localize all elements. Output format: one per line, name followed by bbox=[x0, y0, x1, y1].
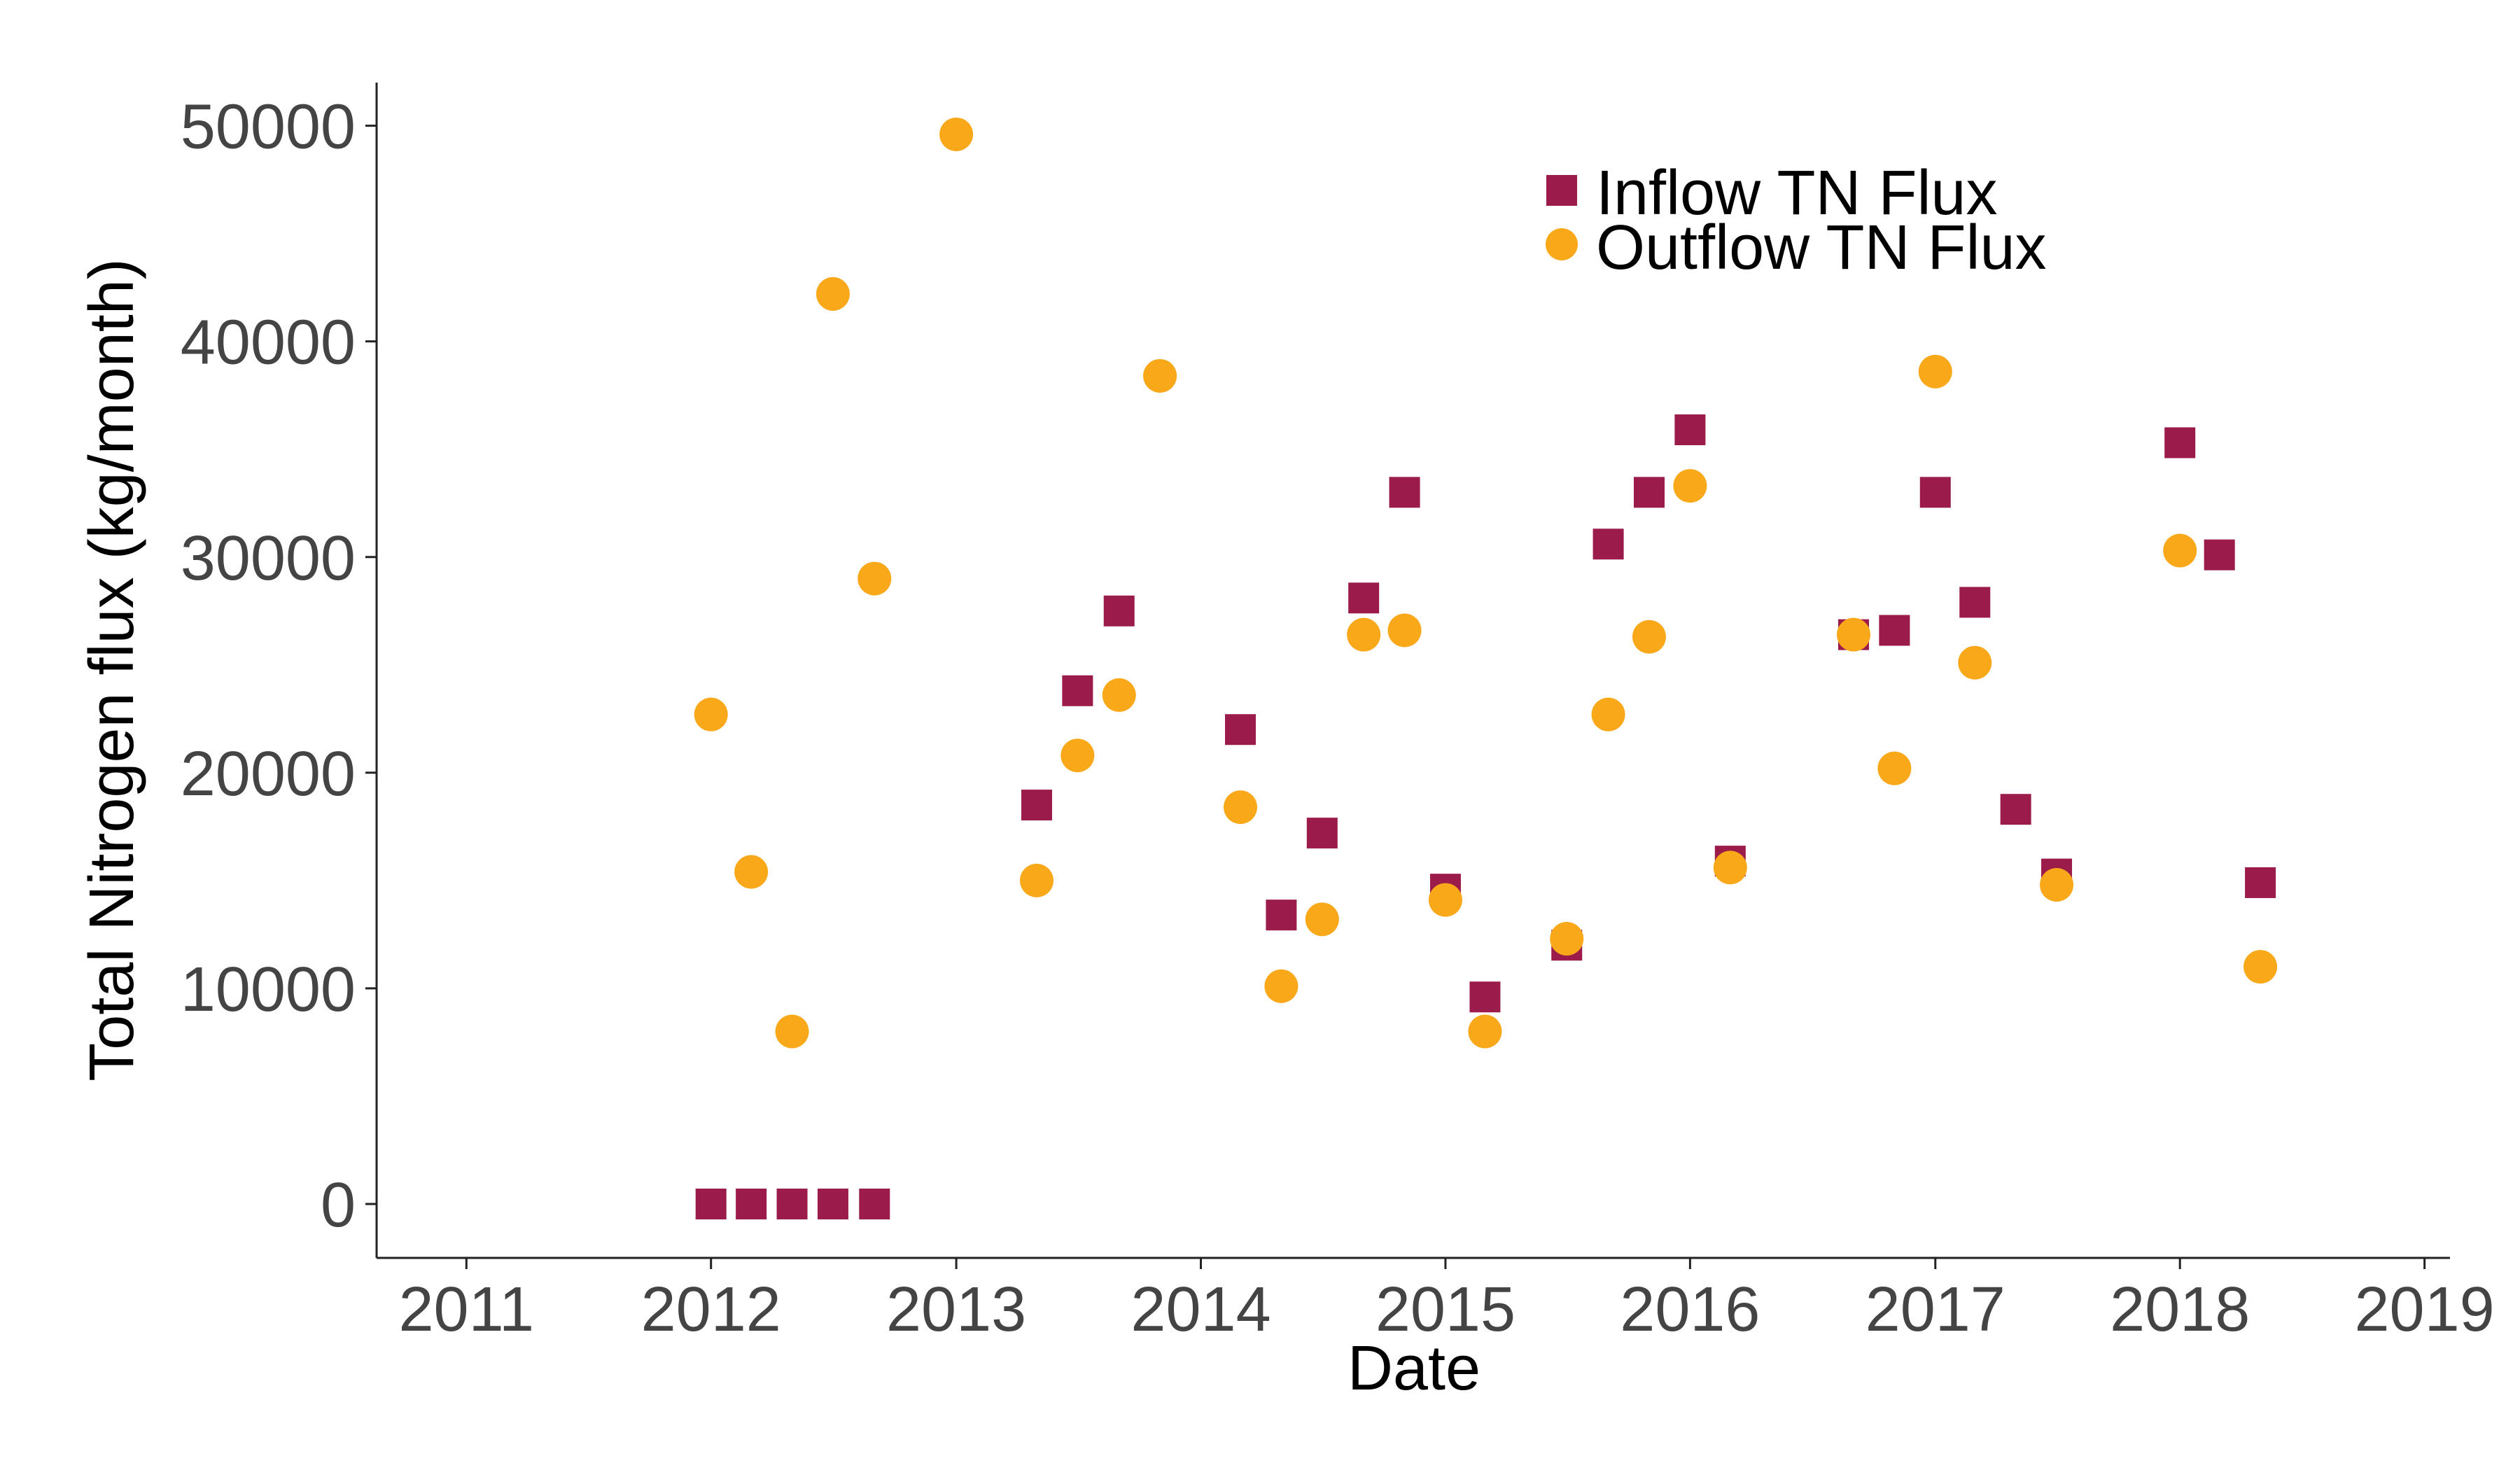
outflow-point bbox=[1713, 850, 1747, 885]
inflow-point bbox=[1592, 528, 1624, 560]
y-tick-label: 20000 bbox=[181, 739, 356, 809]
outflow-point bbox=[2163, 533, 2197, 568]
outflow-point bbox=[1019, 863, 1054, 897]
inflow-point bbox=[1062, 675, 1093, 706]
inflow-point bbox=[1348, 582, 1380, 614]
outflow-point bbox=[1550, 922, 1584, 956]
legend: Inflow TN Flux Outflow TN Flux bbox=[1546, 158, 2047, 283]
outflow-point bbox=[775, 1014, 809, 1049]
inflow-point bbox=[1021, 790, 1052, 821]
x-tick-label: 2016 bbox=[1620, 1275, 1760, 1345]
outflow-point bbox=[1347, 617, 1381, 652]
y-axis-label: Total Nitrogen flux (kg/month) bbox=[77, 258, 147, 1082]
inflow-point bbox=[1266, 899, 1297, 931]
outflow-point bbox=[1305, 902, 1339, 937]
legend-inflow-square-icon bbox=[1546, 175, 1577, 206]
outflow-point bbox=[1918, 354, 1952, 388]
inflow-point bbox=[2000, 794, 2031, 825]
inflow-point bbox=[1103, 595, 1135, 626]
outflow-point bbox=[1387, 613, 1422, 648]
inflow-point bbox=[817, 1188, 848, 1219]
x-tick-label: 2014 bbox=[1130, 1275, 1270, 1345]
inflow-point bbox=[695, 1188, 727, 1219]
outflow-point bbox=[858, 561, 892, 596]
x-tick-label: 2013 bbox=[886, 1275, 1026, 1345]
legend-inflow-label: Inflow TN Flux bbox=[1596, 158, 1998, 228]
outflow-point bbox=[2244, 950, 2278, 984]
y-tick-label: 0 bbox=[321, 1170, 356, 1240]
outflow-point bbox=[1591, 697, 1625, 732]
outflow-point bbox=[1224, 790, 1258, 825]
x-tick-label: 2015 bbox=[1376, 1275, 1516, 1345]
outflow-point bbox=[734, 855, 769, 889]
inflow-point bbox=[1919, 477, 1951, 508]
y-tick-label: 50000 bbox=[181, 92, 356, 162]
outflow-point bbox=[2040, 868, 2074, 902]
inflow-point bbox=[736, 1188, 767, 1219]
x-axis-label: Date bbox=[1348, 1334, 1480, 1404]
plot-area bbox=[694, 117, 2278, 1219]
inflow-point bbox=[1959, 587, 1991, 618]
inflow-point bbox=[1674, 414, 1706, 445]
inflow-point bbox=[1389, 477, 1420, 508]
legend-outflow-label: Outflow TN Flux bbox=[1596, 213, 2047, 283]
x-tick-label: 2011 bbox=[399, 1275, 535, 1345]
outflow-point bbox=[1264, 969, 1298, 1003]
outflow-series bbox=[694, 117, 2278, 1049]
outflow-point bbox=[1958, 645, 1992, 680]
x-tick-label: 2019 bbox=[2355, 1275, 2495, 1345]
inflow-point bbox=[1469, 981, 1501, 1013]
x-tick-label: 2012 bbox=[641, 1275, 781, 1345]
x-tick-label: 2018 bbox=[2110, 1275, 2250, 1345]
outflow-point bbox=[1877, 751, 1912, 785]
outflow-point bbox=[939, 117, 974, 151]
inflow-point bbox=[2164, 427, 2196, 458]
outflow-point bbox=[1632, 620, 1666, 654]
y-tick-label: 30000 bbox=[181, 524, 356, 594]
inflow-point bbox=[1879, 615, 1910, 646]
outflow-point bbox=[1428, 883, 1462, 917]
outflow-point bbox=[1468, 1014, 1502, 1049]
inflow-point bbox=[2245, 867, 2276, 898]
inflow-point bbox=[859, 1188, 890, 1219]
outflow-point bbox=[694, 697, 728, 732]
y-tick-label: 10000 bbox=[181, 955, 356, 1025]
legend-outflow-circle-icon bbox=[1546, 228, 1578, 260]
outflow-point bbox=[1836, 617, 1870, 652]
y-axis-ticks: 0 10000 20000 30000 40000 50000 bbox=[181, 92, 377, 1240]
outflow-point bbox=[816, 276, 850, 311]
inflow-point bbox=[1225, 714, 1256, 746]
inflow-point bbox=[1633, 477, 1665, 508]
x-axis-ticks: 2011 2012 2013 2014 2015 2016 2017 2018 2019 bbox=[399, 1258, 2495, 1345]
outflow-point bbox=[1102, 678, 1136, 712]
inflow-point bbox=[776, 1188, 808, 1219]
inflow-point bbox=[2204, 539, 2235, 570]
inflow-point bbox=[1306, 818, 1338, 849]
x-tick-label: 2017 bbox=[1865, 1275, 2005, 1345]
outflow-point bbox=[1143, 358, 1177, 393]
outflow-point bbox=[1060, 738, 1095, 773]
y-tick-label: 40000 bbox=[181, 308, 356, 378]
outflow-point bbox=[1673, 469, 1707, 503]
